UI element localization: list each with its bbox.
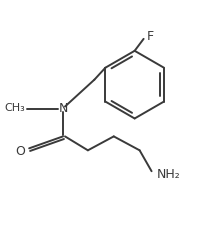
Text: N: N: [58, 102, 68, 115]
Text: NH₂: NH₂: [157, 168, 180, 181]
Text: CH₃: CH₃: [5, 103, 25, 113]
Text: F: F: [147, 30, 154, 43]
Text: O: O: [15, 145, 25, 158]
